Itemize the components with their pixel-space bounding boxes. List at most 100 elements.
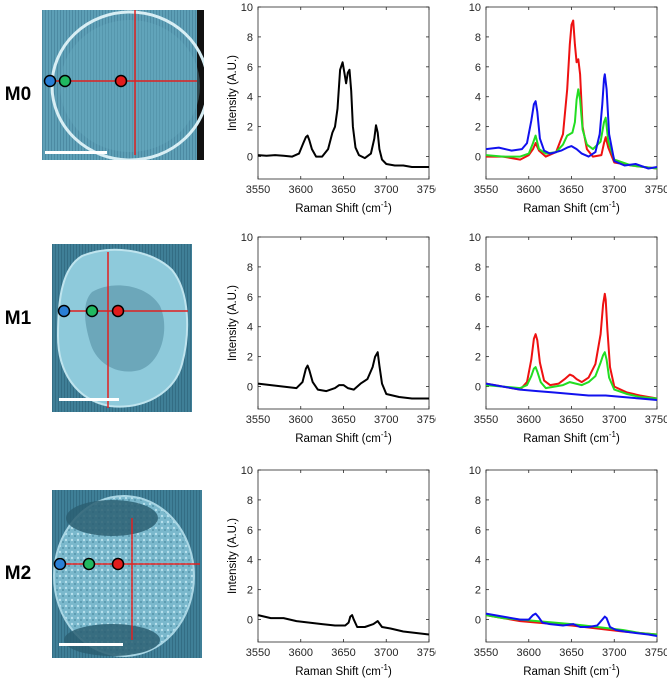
y-tick-label: 2 — [247, 352, 253, 364]
probe-point-blue — [57, 304, 71, 318]
y-tick-label: 0 — [247, 382, 253, 394]
x-tick-label: 3650 — [331, 184, 355, 196]
y-tick-label: 6 — [475, 292, 481, 304]
x-tick-label: 3600 — [517, 647, 541, 659]
plot-frame — [485, 469, 658, 643]
chart-m2-points: 3550 3600 3650 3700 3750 0 2 4 6 8 10 Raman Shift (… — [469, 465, 667, 678]
micrograph-m2 — [52, 490, 202, 658]
y-tick-label: 6 — [247, 292, 253, 304]
x-tick-label: 3650 — [559, 184, 583, 196]
series-line-blue-point — [485, 612, 658, 637]
y-tick-label: 4 — [475, 322, 481, 334]
probe-point-red — [114, 74, 128, 88]
x-tick-label: 3750 — [645, 184, 667, 196]
x-tick-label: 3550 — [246, 184, 270, 196]
sample-crack-bottom — [64, 624, 160, 656]
probe-point-blue — [53, 557, 67, 571]
x-axis-label: Raman Shift (cm-1) — [295, 200, 392, 215]
probe-point-red — [111, 304, 125, 318]
y-tick-label: 8 — [475, 262, 481, 274]
y-axis-label: Intensity (A.U.) — [227, 55, 239, 131]
x-tick-label: 3550 — [474, 414, 498, 426]
y-tick-label: 4 — [475, 92, 481, 104]
x-axis-label: Raman Shift (cm-1) — [523, 200, 620, 215]
y-tick-label: 6 — [247, 525, 253, 537]
x-axis-label-end: ) — [388, 666, 392, 678]
plot-frame — [257, 469, 430, 643]
y-tick-label: 8 — [247, 262, 253, 274]
chart-m0-mean: 3550 3600 3650 3700 3750 0 2 4 6 8 10 Raman Shift (… — [227, 2, 436, 215]
x-axis-label-sup: -1 — [609, 430, 617, 439]
sample-dark-region — [85, 285, 165, 372]
x-tick-label: 3550 — [474, 647, 498, 659]
x-tick-label: 3700 — [602, 184, 626, 196]
y-tick-label: 0 — [475, 382, 481, 394]
x-axis-label-end: ) — [388, 433, 392, 445]
y-axis-label: Intensity (A.U.) — [227, 285, 239, 361]
scale-bar — [45, 151, 107, 154]
probe-point-green — [58, 74, 72, 88]
y-tick-label: 8 — [475, 32, 481, 44]
x-axis-label-sup: -1 — [381, 200, 389, 209]
x-axis-label-main: Raman Shift (cm — [295, 666, 381, 678]
x-tick-label: 3550 — [474, 184, 498, 196]
y-tick-label: 2 — [247, 122, 253, 134]
y-tick-label: 0 — [475, 152, 481, 164]
x-tick-label: 3650 — [559, 647, 583, 659]
x-tick-label: 3700 — [374, 414, 398, 426]
y-tick-label: 0 — [247, 152, 253, 164]
x-axis-label-sup: -1 — [381, 430, 389, 439]
series-line-green-point — [485, 351, 658, 400]
x-axis-label-main: Raman Shift (cm — [295, 203, 381, 215]
y-tick-label: 4 — [475, 555, 481, 567]
x-axis-label-end: ) — [616, 433, 620, 445]
y-tick-label: 0 — [475, 615, 481, 627]
image-edge — [197, 10, 204, 160]
y-tick-label: 10 — [469, 2, 481, 14]
chart-m1-mean: 3550 3600 3650 3700 3750 0 2 4 6 8 10 Raman Shift (… — [227, 232, 436, 445]
x-tick-label: 3600 — [289, 647, 313, 659]
plot-frame — [485, 236, 658, 410]
x-axis-label-main: Raman Shift (cm — [523, 433, 609, 445]
row-label-m2: M2 — [4, 563, 32, 584]
x-axis-label-sup: -1 — [609, 663, 617, 672]
series-line-green-point — [485, 88, 658, 170]
y-tick-label: 6 — [475, 525, 481, 537]
y-tick-label: 6 — [247, 62, 253, 74]
x-tick-label: 3750 — [645, 414, 667, 426]
x-tick-label: 3650 — [331, 414, 355, 426]
x-tick-label: 3550 — [246, 414, 270, 426]
x-tick-label: 3600 — [289, 414, 313, 426]
series-line-blue-point — [485, 73, 658, 170]
chart-m1-points: 3550 3600 3650 3700 3750 0 2 4 6 8 10 Raman Shift (… — [469, 232, 667, 445]
x-tick-label: 3700 — [602, 414, 626, 426]
series-line-red-point — [486, 19, 658, 170]
x-axis-label-end: ) — [616, 203, 620, 215]
x-axis-label: Raman Shift (cm-1) — [295, 663, 392, 678]
chart-m0-points: 3550 3600 3650 3700 3750 0 2 4 6 8 10 Raman Shift (… — [469, 2, 667, 215]
y-tick-label: 0 — [247, 615, 253, 627]
series-line-mean — [257, 61, 429, 168]
y-axis-label: Intensity (A.U.) — [227, 518, 239, 594]
y-tick-label: 8 — [475, 495, 481, 507]
x-tick-label: 3650 — [559, 414, 583, 426]
x-tick-label: 3600 — [517, 184, 541, 196]
y-tick-label: 4 — [247, 92, 253, 104]
x-axis-label-main: Raman Shift (cm — [295, 433, 381, 445]
probe-point-green — [82, 557, 96, 571]
series-line-mean — [257, 614, 430, 636]
x-tick-label: 3750 — [417, 647, 436, 659]
row-label-m0: M0 — [4, 84, 32, 105]
plot-frame — [257, 6, 430, 180]
x-tick-label: 3700 — [374, 184, 398, 196]
y-tick-label: 2 — [247, 585, 253, 597]
x-tick-label: 3600 — [517, 414, 541, 426]
y-tick-label: 8 — [247, 495, 253, 507]
x-axis-label-end: ) — [388, 203, 392, 215]
series-line-blue-point — [485, 382, 658, 401]
x-axis-label-sup: -1 — [381, 663, 389, 672]
x-tick-label: 3750 — [417, 414, 436, 426]
y-tick-label: 10 — [469, 232, 481, 244]
x-tick-label: 3550 — [246, 647, 270, 659]
x-tick-label: 3750 — [645, 647, 667, 659]
